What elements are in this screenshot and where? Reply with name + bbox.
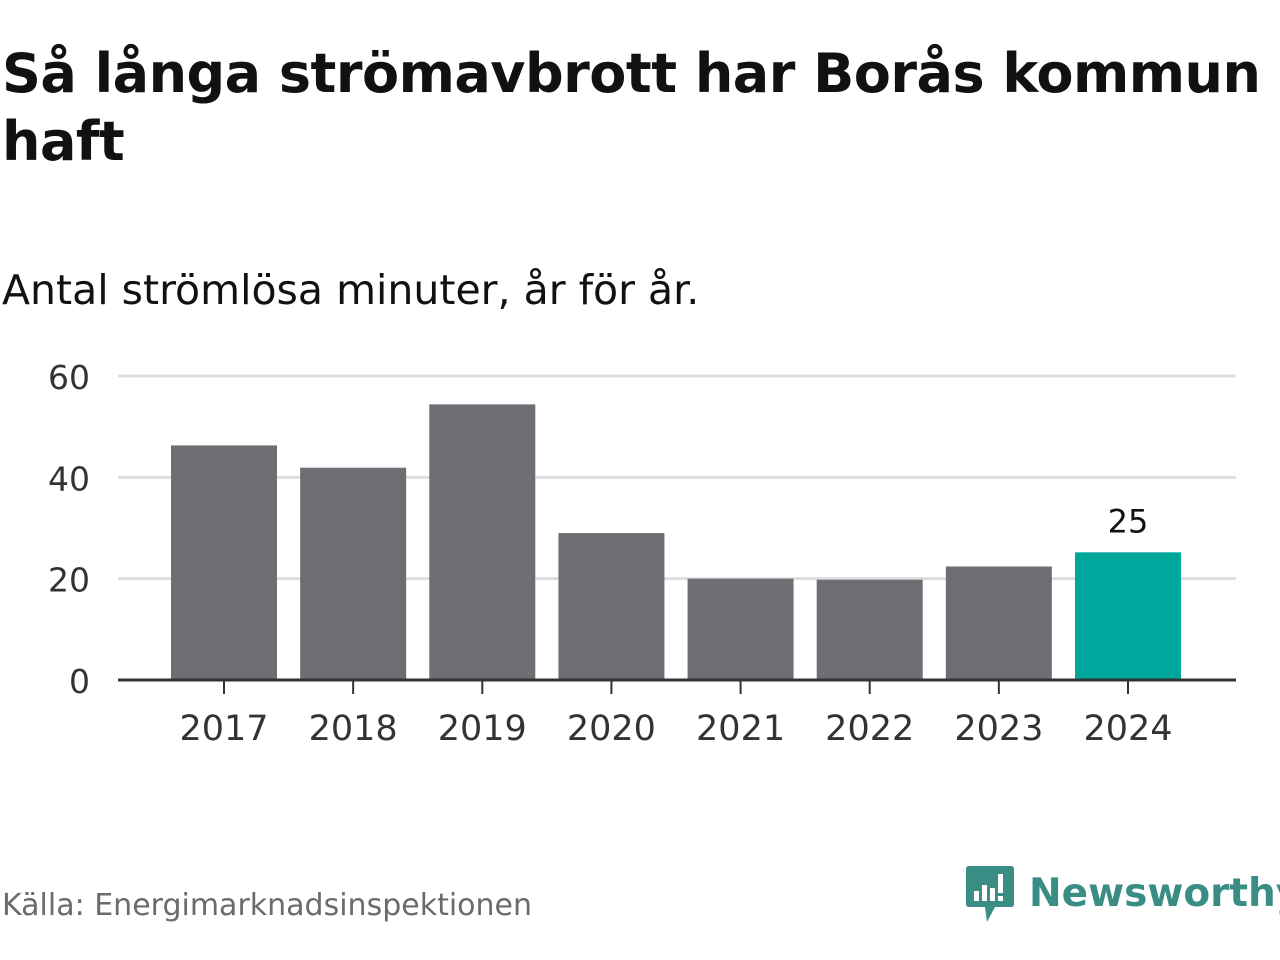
data-label-2024: 25	[1108, 502, 1149, 540]
brand-name: Newsworthy	[1029, 871, 1280, 916]
x-tick-label-2021: 2021	[696, 709, 785, 749]
y-tick-label-20: 20	[48, 561, 90, 600]
x-tick-label-2023: 2023	[954, 709, 1043, 749]
chart-title: Så långa strömavbrott har Borås kommun h…	[2, 42, 1261, 173]
bar-2020	[558, 533, 665, 680]
y-tick-label-40: 40	[48, 459, 90, 498]
bar-2017	[171, 445, 277, 680]
y-tick-label-60: 60	[48, 358, 90, 397]
x-tick-label-2017: 2017	[179, 709, 268, 749]
bar-2022	[816, 579, 923, 680]
bar-2023	[945, 566, 1052, 680]
bar-2019	[429, 404, 536, 680]
x-tick-label-2024: 2024	[1083, 709, 1172, 749]
bar-2018	[300, 467, 407, 680]
source-note: Källa: Energimarknadsinspektionen	[2, 888, 533, 923]
y-tick-label-0: 0	[69, 662, 90, 701]
bar-2024	[1075, 552, 1181, 680]
chart-subtitle: Antal strömlösa minuter, år för år.	[2, 266, 700, 314]
newsworthy-brand: Newsworthy	[965, 864, 1280, 924]
x-tick-label-2020: 2020	[567, 709, 656, 749]
x-tick-label-2018: 2018	[309, 709, 398, 749]
newsworthy-logo-icon	[966, 866, 1014, 922]
x-tick-label-2022: 2022	[825, 709, 914, 749]
bar-2021	[687, 578, 794, 680]
x-tick-label-2019: 2019	[438, 709, 527, 749]
bar-chart: 0 20 40 60 2017 2018 2019 2020 2021 2022 2023 2024 2…	[48, 358, 1236, 749]
